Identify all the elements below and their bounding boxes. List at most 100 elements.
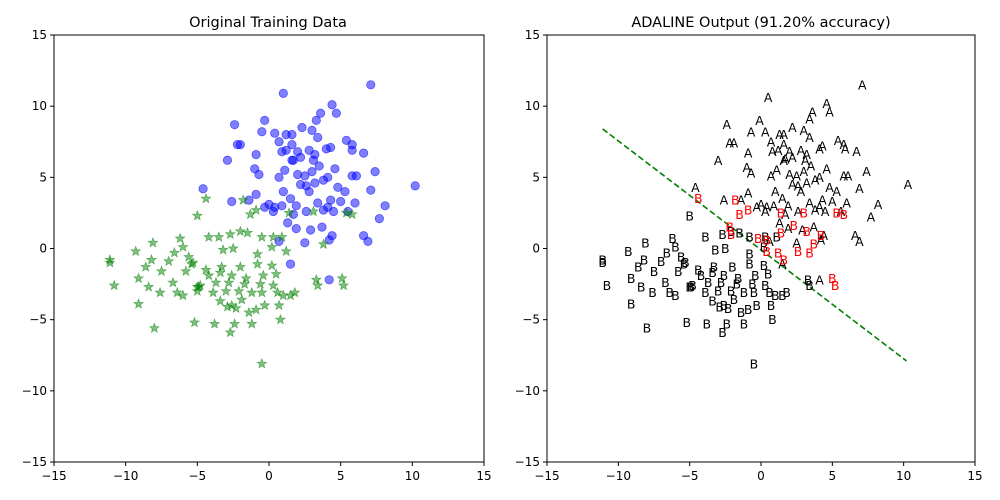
- data-point-star: [250, 204, 262, 215]
- class-label: B: [663, 245, 672, 260]
- data-point-circle: [232, 139, 243, 150]
- left-chart-title: Original Training Data: [189, 15, 347, 31]
- misclassified-label: B: [735, 207, 744, 222]
- data-point-circle: [230, 120, 240, 130]
- data-point-star: [272, 286, 284, 298]
- class-label: A: [851, 228, 860, 243]
- class-label: A: [720, 193, 729, 208]
- data-point-circle: [370, 167, 380, 177]
- misclassified-label: B: [744, 203, 753, 218]
- data-point-circle: [285, 194, 296, 204]
- class-label: B: [681, 255, 690, 270]
- x-tick-label: −10: [606, 469, 631, 483]
- x-tick-label: −10: [113, 469, 138, 483]
- data-point-circle: [287, 130, 297, 140]
- data-point-circle: [358, 148, 369, 158]
- class-label: B: [767, 298, 776, 313]
- data-point-star: [307, 205, 320, 217]
- class-label: B: [782, 285, 791, 300]
- data-point-star: [200, 263, 212, 275]
- data-point-star: [266, 259, 278, 271]
- data-point-star: [244, 208, 256, 220]
- data-point-star: [224, 228, 236, 240]
- class-label: A: [815, 170, 824, 185]
- data-point-star: [233, 285, 245, 296]
- class-label: A: [788, 177, 797, 192]
- data-point-star: [229, 318, 241, 329]
- data-point-circle: [331, 108, 341, 118]
- class-label: B: [744, 302, 753, 317]
- y-tick-label: 10: [525, 99, 540, 113]
- class-label: B: [768, 312, 777, 327]
- data-point-star: [230, 302, 242, 314]
- data-point-star: [214, 266, 226, 278]
- data-point-star: [155, 265, 168, 277]
- class-label: B: [685, 279, 694, 294]
- data-point-circle: [291, 201, 301, 211]
- data-point-star: [239, 278, 251, 289]
- data-point-star: [200, 192, 212, 204]
- misclassified-label: B: [832, 205, 841, 220]
- data-point-star: [221, 301, 234, 312]
- class-label: B: [722, 316, 731, 331]
- class-label: A: [805, 130, 814, 145]
- misclassified-label: B: [805, 245, 814, 260]
- class-label: A: [785, 167, 794, 182]
- class-label: A: [817, 232, 826, 247]
- class-label: B: [688, 278, 697, 293]
- data-point-star: [280, 245, 292, 257]
- data-point-star: [203, 269, 215, 281]
- class-label: B: [685, 208, 694, 223]
- misclassified-label: B: [800, 205, 809, 220]
- y-tick-label: 15: [32, 28, 47, 42]
- class-label: A: [775, 127, 784, 142]
- x-tick-label: −15: [41, 469, 66, 483]
- class-label: A: [834, 133, 843, 148]
- class-label: A: [858, 77, 867, 92]
- data-point-circle: [324, 275, 334, 285]
- class-label: A: [784, 221, 793, 236]
- class-label: A: [781, 207, 790, 222]
- class-label: B: [727, 224, 736, 239]
- data-point-star: [216, 261, 228, 272]
- class-label: B: [657, 254, 666, 269]
- class-label: A: [761, 204, 770, 219]
- class-label: B: [765, 285, 774, 300]
- class-label: A: [818, 139, 827, 154]
- data-point-circle: [363, 236, 373, 246]
- class-label: B: [721, 241, 730, 256]
- data-point-circle: [330, 164, 340, 174]
- class-label: B: [717, 275, 726, 290]
- class-label: B: [718, 227, 727, 242]
- class-label: A: [788, 120, 797, 135]
- data-point-star: [224, 326, 236, 338]
- misclassified-label: B: [802, 224, 811, 239]
- data-point-circle: [301, 206, 311, 217]
- misclassified-label: B: [839, 207, 848, 222]
- class-label: A: [774, 143, 783, 158]
- data-point-circle: [251, 149, 261, 160]
- class-label: A: [805, 195, 814, 210]
- class-label: A: [780, 127, 789, 142]
- data-point-star: [227, 242, 239, 254]
- class-label: A: [821, 204, 830, 219]
- left-chart-frame: [53, 34, 485, 463]
- right-chart-title: ADALINE Output (91.20% accuracy): [631, 15, 890, 31]
- data-point-star: [193, 281, 205, 292]
- class-label: A: [781, 151, 790, 166]
- class-label: B: [751, 268, 760, 283]
- data-point-star: [273, 299, 285, 311]
- class-label: B: [702, 316, 711, 331]
- class-label: A: [714, 153, 723, 168]
- misclassified-label: B: [790, 218, 799, 233]
- data-point-circle: [307, 167, 317, 177]
- class-label: A: [822, 161, 831, 176]
- class-label: A: [765, 234, 774, 249]
- data-point-circle: [350, 198, 360, 208]
- data-point-star: [237, 194, 249, 205]
- data-point-star: [203, 231, 215, 242]
- class-label: B: [687, 279, 696, 294]
- y-tick-label: −15: [22, 455, 47, 469]
- class-label: A: [794, 178, 803, 193]
- class-label: A: [811, 203, 820, 218]
